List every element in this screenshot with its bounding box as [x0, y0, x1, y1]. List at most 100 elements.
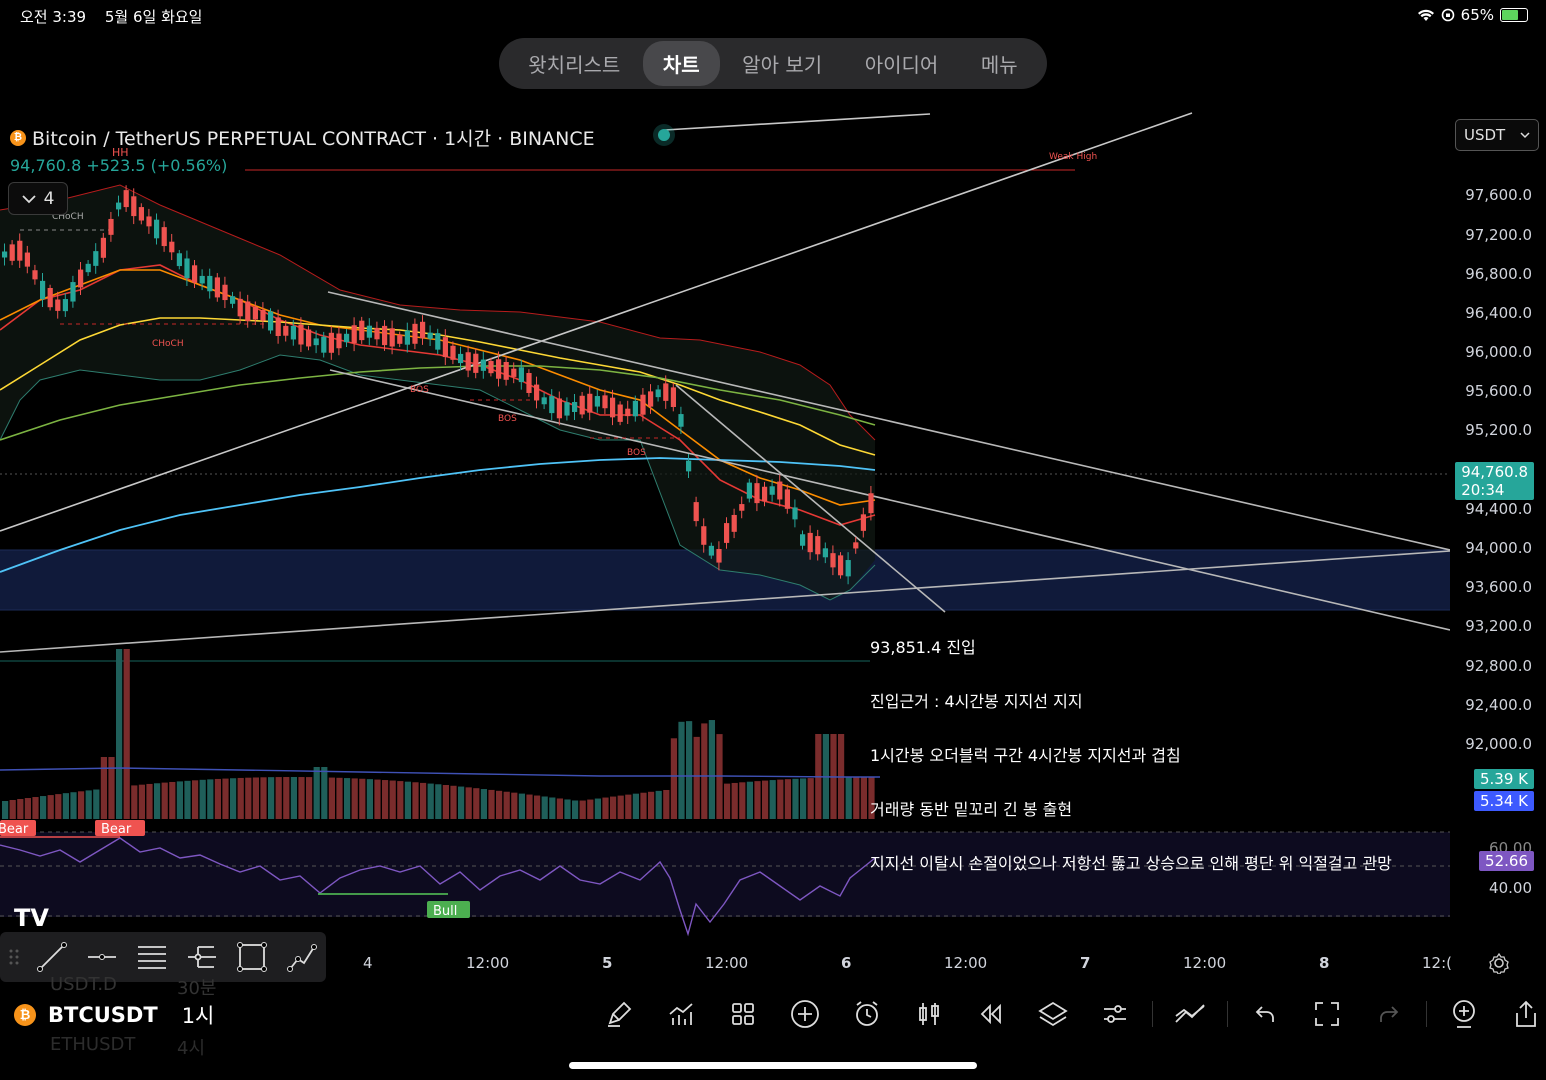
volume-bar: [313, 767, 320, 819]
candle-body: [427, 332, 433, 339]
volume-bar: [275, 777, 282, 819]
volume-bar: [427, 783, 434, 819]
volume-bar: [762, 780, 769, 819]
symbol-switcher[interactable]: ₿ BTCUSDT 1시: [14, 1000, 214, 1030]
settings-icon[interactable]: [1084, 994, 1146, 1034]
next-symbol[interactable]: ETHUSDT: [50, 1034, 136, 1055]
candle-body: [161, 227, 167, 247]
fib-tool-icon[interactable]: [134, 939, 170, 975]
volume-bar: [93, 789, 100, 819]
tab-watchlist[interactable]: 왓치리스트: [528, 53, 621, 77]
pencil-icon[interactable]: [588, 994, 650, 1034]
path-tool-icon[interactable]: [284, 939, 320, 975]
annotation-line: 1시간봉 오더블럭 구간 4시간봉 지지선과 겹침: [870, 746, 1181, 765]
grid-icon[interactable]: [712, 994, 774, 1034]
rsi-bear-label-2: Bear: [101, 822, 132, 837]
volume-bar: [587, 799, 594, 819]
bar-type-icon[interactable]: [898, 994, 960, 1034]
volume-bar: [678, 721, 685, 819]
home-indicator[interactable]: [569, 1062, 977, 1069]
trendline-resistance: [327, 291, 1450, 551]
volume-bar: [17, 799, 24, 819]
toolbar-divider: [1152, 1001, 1153, 1027]
volume-bar: [192, 780, 199, 819]
current-interval[interactable]: 1시: [181, 1004, 215, 1028]
tab-menu[interactable]: 메뉴: [980, 53, 1018, 77]
price-tick: 96,400.0: [1465, 304, 1532, 322]
trend-line-tool-icon[interactable]: [34, 939, 70, 975]
volume-bar: [670, 738, 677, 819]
candle-body: [154, 219, 160, 239]
candle-body: [518, 367, 524, 383]
marker-bos-1: BOS: [410, 385, 429, 395]
rectangle-tool-icon[interactable]: [234, 939, 270, 975]
share-icon[interactable]: [1495, 994, 1546, 1034]
time-tick: 4: [363, 954, 373, 972]
add-icon[interactable]: [774, 994, 836, 1034]
volume-bar: [564, 799, 571, 819]
price-tick: 92,800.0: [1465, 657, 1532, 675]
horizontal-ray-tool-icon[interactable]: [84, 939, 120, 975]
candle-body: [70, 282, 76, 302]
candle-body: [116, 202, 122, 210]
rsi-line: [0, 837, 876, 937]
redo-icon[interactable]: [1358, 994, 1420, 1034]
chart-title[interactable]: ₿ Bitcoin / TetherUS PERPETUAL CONTRACT …: [10, 124, 595, 151]
fullscreen-icon[interactable]: [1296, 994, 1358, 1034]
add-watch-icon[interactable]: [1433, 994, 1495, 1034]
volume-bar: [55, 794, 62, 819]
volume-bar: [184, 780, 191, 819]
candle-body: [556, 398, 562, 419]
layers-icon[interactable]: [1022, 994, 1084, 1034]
candle-body: [724, 523, 730, 543]
volume-bar: [602, 797, 609, 819]
candle-body: [594, 396, 600, 407]
candle-body: [800, 534, 806, 546]
tab-ideas[interactable]: 아이디어: [864, 53, 939, 77]
volume-bar: [435, 784, 442, 819]
volume-bar: [534, 795, 541, 819]
indicators-icon[interactable]: [650, 994, 712, 1034]
candle-body: [222, 284, 228, 301]
candle-body: [230, 296, 236, 304]
tab-explore[interactable]: 알아 보기: [742, 53, 823, 77]
volume-bar: [663, 789, 670, 819]
undo-icon[interactable]: [1234, 994, 1296, 1034]
volume-bar: [800, 778, 807, 819]
replay-icon[interactable]: [960, 994, 1022, 1034]
prev-symbol[interactable]: USDT.D: [50, 974, 117, 995]
chart-settings-icon[interactable]: [1488, 952, 1510, 974]
volume-bar: [549, 797, 556, 819]
volume-bar: [784, 779, 791, 819]
candle-body: [579, 395, 585, 415]
chart-canvas[interactable]: HH CHoCH CHoCH BOS BOS BOS Weak High Bea…: [0, 100, 1450, 940]
candle-body: [214, 277, 220, 298]
candle-body: [298, 324, 304, 345]
candle-body: [100, 237, 106, 258]
current-symbol[interactable]: BTCUSDT: [48, 1003, 158, 1027]
candle-body: [9, 244, 15, 261]
volume-bar: [807, 778, 814, 819]
trend-icon[interactable]: [1159, 994, 1221, 1034]
alarm-icon[interactable]: [836, 994, 898, 1034]
candle-body: [815, 536, 821, 555]
indicators-collapse-button[interactable]: 4: [8, 182, 68, 215]
drag-handle-icon[interactable]: [8, 939, 20, 975]
candle-body: [526, 373, 532, 393]
candle-body: [792, 507, 798, 520]
volume-tag-1: 5.39 K: [1473, 769, 1534, 789]
volume-bar: [214, 778, 221, 819]
battery-icon: [1500, 8, 1528, 22]
annotation-line: 지지선 이탈시 손절이었으나 저항선 뚫고 상승으로 인해 평단 위 익절걸고 …: [870, 854, 1392, 873]
pitchfork-tool-icon[interactable]: [184, 939, 220, 975]
volume-bar: [374, 779, 381, 819]
currency-select[interactable]: USDT: [1455, 119, 1539, 151]
volume-bar: [731, 782, 738, 819]
volume-bar: [610, 796, 617, 819]
trade-annotation[interactable]: 93,851.4 진입 진입근거 : 4시간봉 지지선 지지 1시간봉 오더블럭…: [870, 603, 1392, 891]
volume-bar: [579, 800, 586, 819]
candle-body: [496, 359, 502, 379]
tab-chart[interactable]: 차트: [642, 41, 720, 86]
candle-body: [24, 252, 30, 267]
top-tab-bar: 왓치리스트 차트 알아 보기 아이디어 메뉴: [499, 38, 1047, 89]
